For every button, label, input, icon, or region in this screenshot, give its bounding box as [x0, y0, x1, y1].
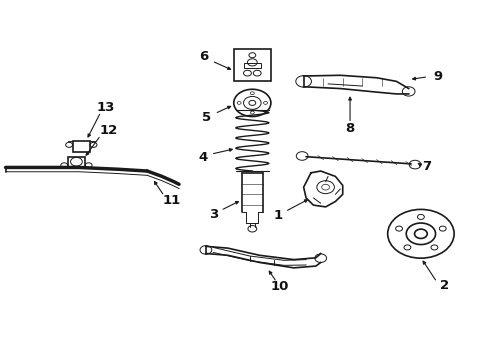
Text: 9: 9 — [434, 69, 442, 82]
Text: 3: 3 — [209, 208, 218, 221]
Bar — [73, 141, 90, 152]
Text: 7: 7 — [422, 160, 431, 173]
Text: 12: 12 — [99, 124, 117, 137]
Text: 11: 11 — [163, 194, 181, 207]
Text: 1: 1 — [273, 210, 283, 222]
Bar — [244, 63, 261, 68]
Text: 6: 6 — [199, 50, 208, 63]
Text: 5: 5 — [202, 111, 212, 124]
Text: 2: 2 — [440, 279, 449, 292]
Text: 13: 13 — [97, 101, 115, 114]
Text: 10: 10 — [271, 280, 290, 293]
Text: 4: 4 — [199, 151, 208, 164]
Bar — [68, 157, 85, 167]
Text: 8: 8 — [345, 122, 355, 135]
Bar — [234, 49, 270, 81]
